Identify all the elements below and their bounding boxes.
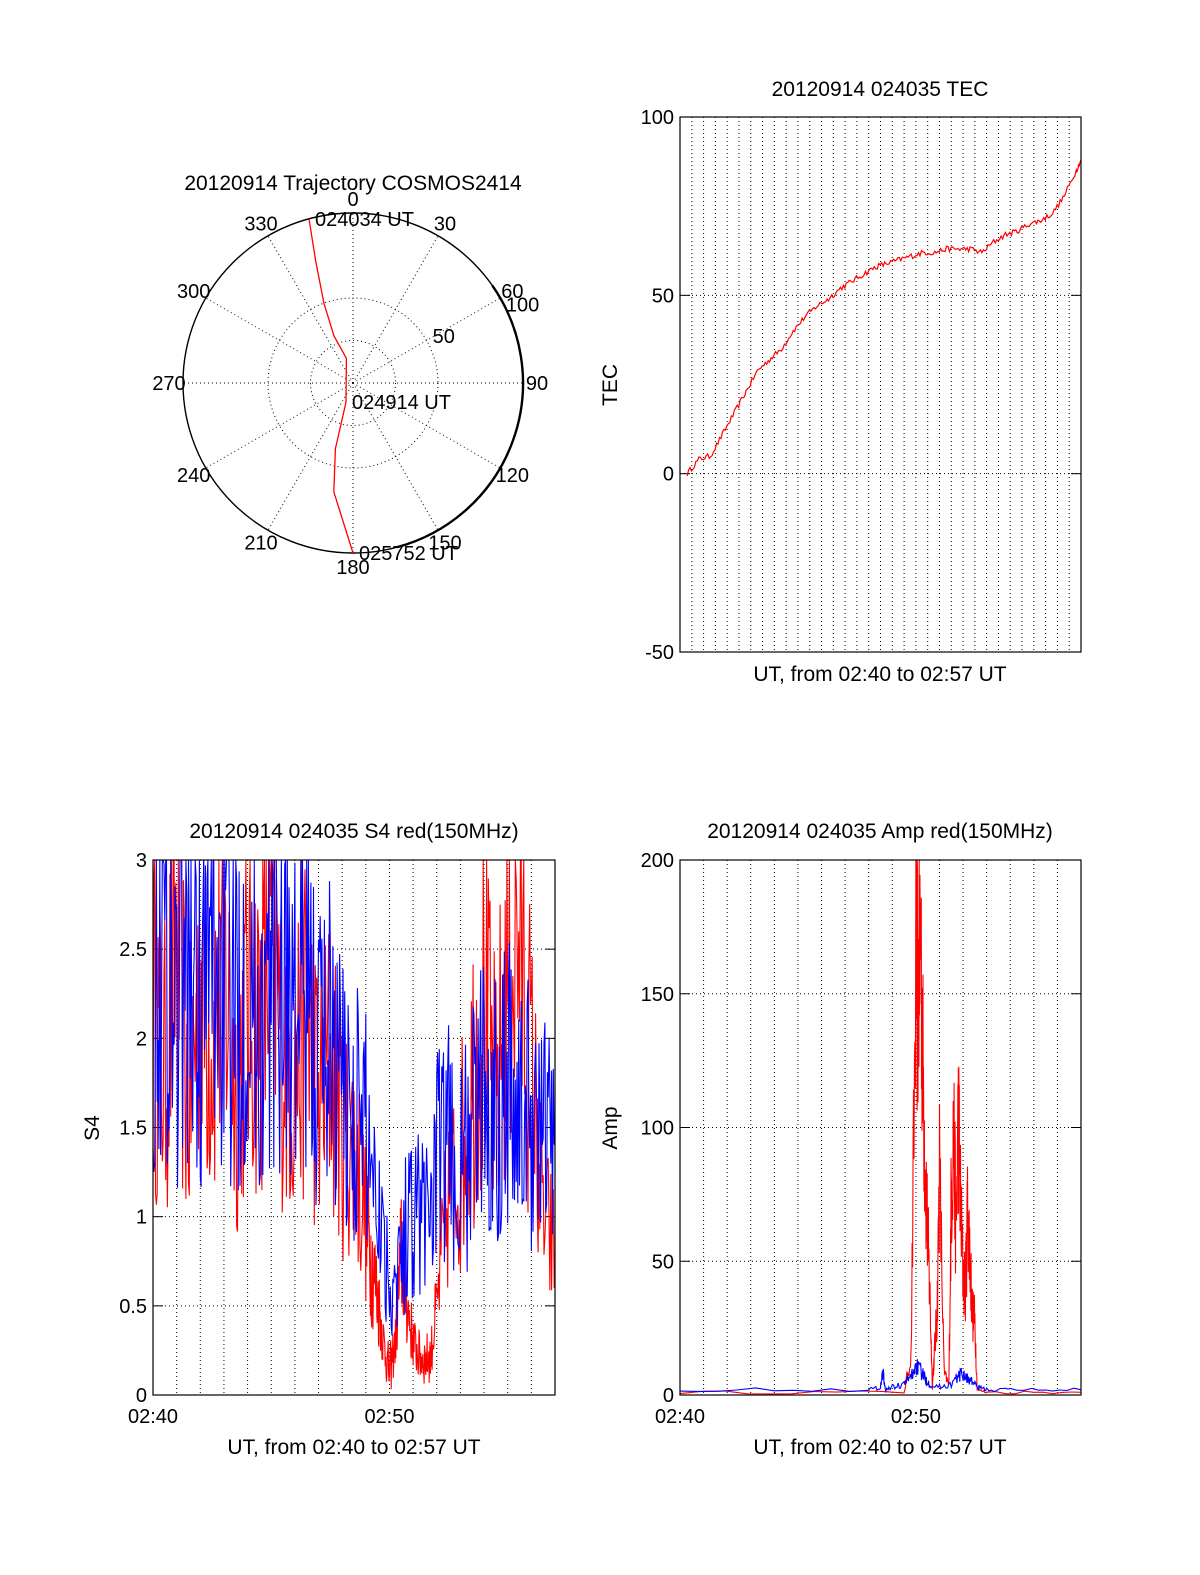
amp-series xyxy=(679,859,1082,1395)
amp-y-ticks: 0 50 100 150 200 xyxy=(641,850,1081,1407)
polar-spoke-210 xyxy=(267,382,354,531)
amp-grid xyxy=(680,860,1081,1395)
azimuth-label: 60 xyxy=(501,281,523,303)
y-tick-label: 2.5 xyxy=(119,939,147,961)
tec-axes-frame xyxy=(679,116,1082,653)
tec-series xyxy=(686,159,1082,477)
y-tick-label: 50 xyxy=(652,1251,674,1273)
y-tick-label: 0 xyxy=(136,1385,147,1407)
x-tick-label: 02:50 xyxy=(364,1406,414,1428)
polar-spoke-150 xyxy=(352,382,439,531)
tec-grid xyxy=(680,117,1081,652)
tec-y-label: TEC xyxy=(599,364,622,406)
trajectory-title: 20120914 Trajectory COSMOS2414 xyxy=(184,172,522,195)
y-tick-label: 200 xyxy=(641,850,674,872)
amp-x-ticks: 02:40 02:50 xyxy=(655,1406,941,1428)
azimuth-label: 0 xyxy=(347,189,358,211)
y-tick-label: 100 xyxy=(641,107,674,129)
series-line-1 xyxy=(686,159,1082,477)
polar-spoke-300 xyxy=(205,297,354,384)
y-tick-label: 50 xyxy=(652,285,674,307)
y-tick-label: 0.5 xyxy=(119,1296,147,1318)
y-tick-label: 150 xyxy=(641,984,674,1006)
trajectory-labels: 024034 UT 024914 UT 025752 UT xyxy=(315,209,458,565)
amp-axes-frame xyxy=(679,859,1082,1396)
s4-y-ticks: 0 0.5 1 1.5 2 2.5 3 xyxy=(119,850,555,1407)
polar-grid xyxy=(182,212,525,554)
trajectory-time-label: 024034 UT xyxy=(315,209,414,231)
trajectory-line xyxy=(308,218,354,554)
polar-azimuth-labels: 0 30 60 90 120 150 180 210 240 270 300 330 xyxy=(152,189,548,579)
y-tick-label: 0 xyxy=(663,464,674,486)
series-line-2 xyxy=(679,1359,1082,1394)
amp-x-label: UT, from 02:40 to 02:57 UT xyxy=(753,1436,1006,1459)
series-line-1 xyxy=(679,859,1082,1395)
s4-y-label: S4 xyxy=(81,1115,104,1141)
trajectory-time-label: 025752 UT xyxy=(359,543,458,565)
x-tick-label: 02:40 xyxy=(128,1406,178,1428)
y-tick-label: 1.5 xyxy=(119,1118,147,1140)
y-tick-label: 1 xyxy=(136,1207,147,1229)
s4-axes-frame xyxy=(152,859,556,1396)
polar-outer-ring-thick xyxy=(396,284,525,549)
azimuth-label: 30 xyxy=(434,214,456,236)
y-tick-label: 0 xyxy=(663,1385,674,1407)
azimuth-label: 90 xyxy=(526,373,548,395)
series-line-2 xyxy=(152,859,556,1336)
panel-tec: 20120914 024035 TEC -50 0 50 100 UT, from 0… xyxy=(599,78,1082,686)
y-tick-label: 100 xyxy=(641,1118,674,1140)
polar-radial-labels: 50 100 xyxy=(433,294,540,348)
trajectory-time-label: 024914 UT xyxy=(352,392,451,414)
s4-x-label: UT, from 02:40 to 02:57 UT xyxy=(227,1436,480,1459)
x-tick-label: 02:50 xyxy=(891,1406,941,1428)
radial-label: 50 xyxy=(433,326,455,348)
panel-trajectory: 20120914 Trajectory COSMOS2414 0 30 60 90 12… xyxy=(152,172,548,579)
amp-y-label: Amp xyxy=(599,1106,622,1149)
s4-series xyxy=(152,859,556,1390)
tec-x-label: UT, from 02:40 to 02:57 UT xyxy=(753,663,1006,686)
s4-x-ticks: 02:40 02:50 xyxy=(128,1406,415,1428)
y-tick-label: 3 xyxy=(136,850,147,872)
y-tick-label: 2 xyxy=(136,1028,147,1050)
azimuth-label: 330 xyxy=(244,214,277,236)
panel-amp: 20120914 024035 Amp red(150MHz) 0 50 100 15… xyxy=(599,820,1082,1459)
tec-y-ticks: -50 0 50 100 xyxy=(641,107,1081,664)
azimuth-label: 210 xyxy=(244,532,277,554)
polar-spoke-60 xyxy=(352,297,501,384)
azimuth-label: 240 xyxy=(177,465,210,487)
y-tick-label: -50 xyxy=(645,642,674,664)
azimuth-label: 120 xyxy=(496,465,529,487)
tec-title: 20120914 024035 TEC xyxy=(772,78,989,101)
polar-spoke-30 xyxy=(352,235,439,384)
polar-ring-2 xyxy=(310,340,396,426)
polar-spoke-240 xyxy=(205,382,354,469)
polar-spoke-120 xyxy=(352,382,501,469)
azimuth-label: 150 xyxy=(428,532,461,554)
azimuth-label: 180 xyxy=(336,557,369,579)
s4-title: 20120914 024035 S4 red(150MHz) xyxy=(189,820,518,843)
panel-s4: 20120914 024035 S4 red(150MHz) 0 0.5 1 1.5 2… xyxy=(81,820,556,1459)
polar-spoke-330 xyxy=(267,235,354,384)
azimuth-label: 300 xyxy=(177,281,210,303)
amp-title: 20120914 024035 Amp red(150MHz) xyxy=(707,820,1053,843)
radial-label: 100 xyxy=(506,294,539,316)
azimuth-label: 270 xyxy=(152,373,185,395)
x-tick-label: 02:40 xyxy=(655,1406,705,1428)
